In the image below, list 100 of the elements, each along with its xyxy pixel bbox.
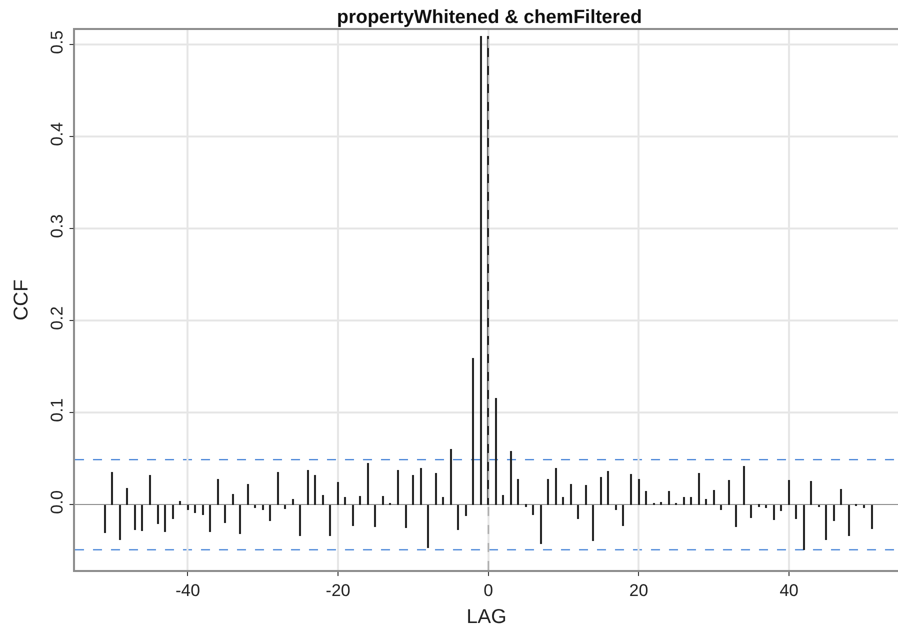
bar xyxy=(111,472,113,505)
y-tick-label: 0.0 xyxy=(47,490,66,514)
bar xyxy=(480,36,482,505)
bar xyxy=(352,505,354,526)
y-tick-label: 0.2 xyxy=(47,306,66,330)
bar xyxy=(788,480,790,505)
bar xyxy=(645,491,647,505)
bar xyxy=(630,474,632,505)
bar xyxy=(577,505,579,519)
bar xyxy=(750,505,752,518)
bar xyxy=(720,505,722,510)
bar xyxy=(224,505,226,523)
bar xyxy=(179,501,181,505)
bar xyxy=(217,479,219,505)
bar xyxy=(134,505,136,530)
bar xyxy=(795,505,797,519)
bar xyxy=(119,505,121,540)
bar xyxy=(547,479,549,505)
bar xyxy=(172,505,174,519)
bar xyxy=(638,479,640,505)
bar xyxy=(104,505,106,533)
x-tick-label: 0 xyxy=(484,581,494,600)
bar xyxy=(532,505,534,515)
bar xyxy=(232,494,234,505)
bar xyxy=(374,505,376,527)
chart-title: propertyWhitened & chemFiltered xyxy=(336,6,642,28)
bar xyxy=(367,463,369,505)
bar xyxy=(615,505,617,510)
bar xyxy=(555,468,557,505)
bar xyxy=(540,505,542,544)
bar xyxy=(194,505,196,513)
bar xyxy=(254,505,256,508)
bar xyxy=(314,475,316,505)
bar xyxy=(683,497,685,505)
bar xyxy=(773,505,775,520)
bar xyxy=(698,473,700,505)
bar xyxy=(735,505,737,527)
bar xyxy=(833,505,835,521)
bar xyxy=(435,473,437,505)
bar xyxy=(329,505,331,536)
bar xyxy=(344,497,346,505)
bar xyxy=(871,505,873,529)
bar xyxy=(337,482,339,505)
bar xyxy=(472,358,474,505)
bar xyxy=(825,505,827,540)
bar xyxy=(149,475,151,505)
bar xyxy=(660,502,662,505)
y-tick-label: 0.4 xyxy=(47,122,66,146)
bar xyxy=(780,505,782,511)
bar xyxy=(126,488,128,505)
x-axis-title: LAG xyxy=(466,606,507,628)
bar xyxy=(668,491,670,505)
bar xyxy=(427,505,429,548)
bar xyxy=(141,505,143,531)
bar xyxy=(517,479,519,505)
bar xyxy=(405,505,407,528)
bar xyxy=(412,475,414,505)
bar xyxy=(465,505,467,516)
bar xyxy=(277,472,279,505)
bar xyxy=(299,505,301,536)
bar xyxy=(690,497,692,505)
bar xyxy=(397,470,399,505)
bar xyxy=(307,470,309,505)
y-tick-label: 0.3 xyxy=(47,214,66,238)
bar xyxy=(382,496,384,505)
bar xyxy=(713,490,715,505)
bar xyxy=(457,505,459,530)
bar xyxy=(247,484,249,505)
bar xyxy=(502,495,504,505)
bar xyxy=(292,499,294,505)
bar xyxy=(187,505,189,510)
y-axis-title: CCF xyxy=(10,279,32,321)
bar xyxy=(284,505,286,509)
bar xyxy=(442,497,444,505)
bar xyxy=(728,480,730,505)
bar xyxy=(209,505,211,532)
x-tick-label: 40 xyxy=(780,581,798,600)
bar xyxy=(164,505,166,532)
bar xyxy=(592,505,594,541)
bar xyxy=(743,466,745,505)
bar xyxy=(705,499,707,505)
bar xyxy=(840,489,842,505)
bar xyxy=(157,505,159,524)
bar xyxy=(420,468,422,505)
bar xyxy=(810,481,812,505)
bar xyxy=(359,496,361,505)
bar xyxy=(758,504,760,507)
bar xyxy=(765,505,767,508)
bar xyxy=(202,505,204,515)
y-tick-label: 0.5 xyxy=(47,30,66,54)
bar xyxy=(585,485,587,505)
bar xyxy=(607,471,609,505)
bar xyxy=(525,504,527,507)
bar xyxy=(322,495,324,505)
x-tick-label: -40 xyxy=(175,581,200,600)
bar xyxy=(262,505,264,510)
bar xyxy=(269,505,271,521)
bar xyxy=(803,505,805,550)
bar xyxy=(239,505,241,534)
bar xyxy=(562,497,564,505)
